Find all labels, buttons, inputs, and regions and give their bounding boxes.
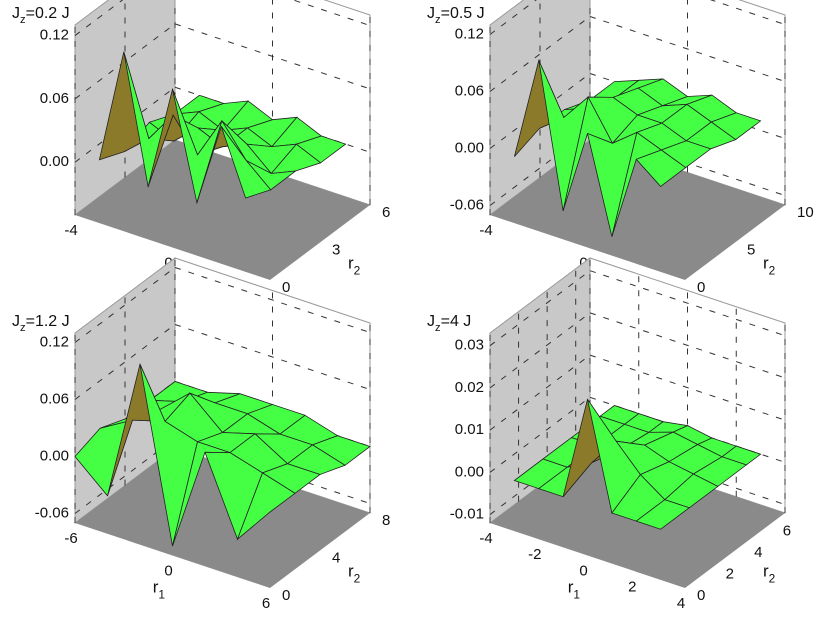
y-tick-label: 0 [697,587,705,604]
y-tick-label: 3 [332,241,340,258]
z-tick-label: -0.01 [450,506,484,523]
z-grid-line [589,312,786,379]
z-tick-label: 0.12 [40,333,69,350]
y-axis-label-main: r [763,254,769,273]
y-axis-label-main: r [348,562,354,581]
x-axis-label-sub: 1 [573,587,580,601]
z-tick-label: 0.00 [455,139,484,156]
panel-title-main: J [427,5,435,22]
panel-title-main: J [12,313,20,330]
x-axis-label-sub: 1 [158,587,165,601]
x-tick-label: -6 [64,530,77,547]
panel-title-sub: z [435,14,441,26]
panel-title-main: J [12,5,20,22]
z-tick-label: 0.06 [455,82,484,99]
surface-patch [635,149,687,187]
z-grid-line [174,267,371,333]
x-tick-label: -2 [528,546,541,563]
surface-patch [635,499,691,530]
surface-patch [220,126,272,199]
y-tick-label: 0 [697,279,705,296]
surface-patch [236,472,296,541]
z-tick-label: 0.03 [455,337,484,354]
y-tick-label: 5 [747,241,755,258]
y-axis-label: r2 [763,562,776,586]
z-grid-line [291,0,371,27]
panel-title-main: J [427,313,435,330]
y-axis-label-main: r [763,562,769,581]
x-tick-label: 6 [262,595,270,612]
y-axis-label: r2 [348,562,361,586]
x-tick-label: -4 [64,222,77,239]
x-tick-label: 2 [628,579,636,596]
panel-title-sub: z [435,322,441,334]
z-grid-line [589,16,786,82]
panel-title: Jz=4 J [427,313,471,334]
panel-title-rest: =1.2 J [26,313,70,330]
panel-title-rest: =4 J [441,313,472,330]
panel-title-sub: z [20,14,26,26]
x-tick-label: -4 [479,222,492,239]
x-tick-label: 4 [677,595,685,612]
y-tick-label: 10 [797,204,814,221]
x-axis-label-main: r [568,578,574,597]
z-grid-line [589,270,786,337]
y-axis-label-sub: 2 [354,264,361,278]
y-axis-label-sub: 2 [354,572,361,586]
x-tick-label: -4 [479,530,492,547]
z-tick-label: -0.06 [35,504,69,521]
z-tick-label: 0.01 [455,421,484,438]
y-axis-label-sub: 2 [769,264,776,278]
y-tick-label: 4 [332,549,340,566]
y-axis-label-main: r [348,254,354,273]
z-grid-line [174,324,371,390]
y-tick-label: 0 [282,279,290,296]
z-tick-label: 0.06 [40,390,69,407]
x-tick-label: 0 [579,562,587,579]
y-tick-label: 2 [726,566,734,583]
z-tick-label: 0.06 [40,90,69,107]
y-tick-label: 8 [382,512,390,529]
z-tick-label: -0.06 [450,196,484,213]
panel-title-sub: z [20,322,26,334]
x-tick-label: 0 [164,562,172,579]
z-tick-label: 0.00 [40,447,69,464]
y-axis-label-sub: 2 [769,572,776,586]
panel-title: Jz=0.5 J [427,5,485,26]
y-tick-label: 4 [754,544,762,561]
z-grid-line [709,0,786,25]
y-tick-label: 6 [783,523,791,540]
z-tick-label: 0.12 [455,25,484,42]
y-axis-label: r2 [763,254,776,278]
panel-title-rest: =0.5 J [441,5,485,22]
z-tick-label: 0.12 [40,27,69,44]
z-tick-label: 0.00 [455,463,484,480]
y-tick-label: 0 [282,587,290,604]
z-tick-label: 0.00 [40,153,69,170]
panel-title: Jz=0.2 J [12,5,70,26]
floor [75,448,370,588]
y-axis-label: r2 [348,254,361,278]
panel-title: Jz=1.2 J [12,313,70,334]
x-axis-label: r1 [568,578,581,602]
panel-title-rest: =0.2 J [26,5,70,22]
y-tick-label: 6 [382,204,390,221]
z-grid-line [589,354,786,421]
x-axis-label: r1 [153,578,166,602]
z-tick-label: 0.02 [455,379,484,396]
x-axis-label-main: r [153,578,159,597]
